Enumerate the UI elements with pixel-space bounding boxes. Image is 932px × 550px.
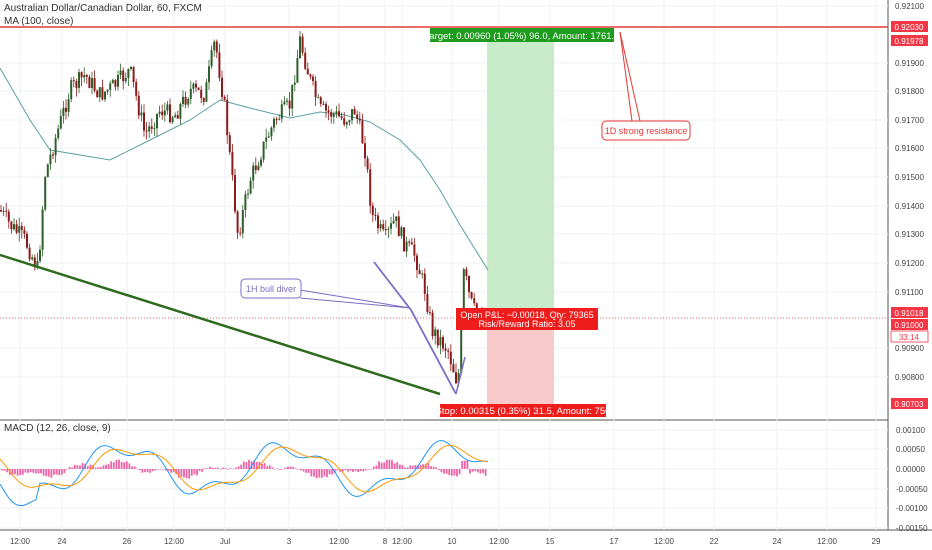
time-axis-label: 12:00	[329, 537, 350, 546]
price-axis-label: 0.91800	[895, 87, 924, 96]
price-axis-label: 0.90800	[895, 373, 924, 382]
chart-grid	[0, 0, 932, 531]
price-tags: 0.92030 0.91978 0.91018 0.91000 33:14 0.90703	[890, 21, 929, 409]
price-axis-label: 0.91400	[895, 202, 924, 211]
macd-axis-label: 0.00050	[896, 445, 925, 454]
time-axis-label: 22	[710, 537, 719, 546]
support-trendline[interactable]	[0, 253, 441, 396]
ma-legend[interactable]: MA (100, close)	[4, 16, 74, 27]
macd-pane	[0, 440, 489, 507]
resistance-callout-box[interactable]	[601, 120, 691, 141]
price-tag	[891, 398, 928, 409]
divergence-line-secondary[interactable]	[455, 356, 466, 395]
price-axis-label: 0.91600	[895, 144, 924, 153]
candlestick-series	[0, 31, 486, 387]
price-tag	[891, 21, 928, 32]
time-axis-label: 12:00	[817, 537, 838, 546]
time-axis-label: 26	[123, 537, 132, 546]
divergence-callout-pointer	[299, 289, 411, 309]
time-axis-label: 12:00	[489, 537, 510, 546]
time-axis-label: 29	[872, 537, 881, 546]
price-tag-label: 0.90703	[895, 400, 924, 409]
stop-label[interactable]: Stop: 0.00315 (0.35%) 31.5, Amount: 750	[436, 406, 611, 417]
price-axis-label: 0.91300	[895, 230, 924, 239]
divergence-line[interactable]	[373, 261, 457, 395]
stop-label-bg	[440, 404, 606, 417]
moving-average-line	[0, 67, 489, 271]
open-pl-label-bg	[456, 308, 598, 330]
macd-axis-label: 0.00100	[896, 426, 925, 435]
macd-axis[interactable]: 0.00100 0.00050 0.00000 -0.00050 -0.00100 -0.…	[896, 426, 928, 533]
price-tag-label: 0.91978	[895, 37, 924, 46]
target-label[interactable]: Target: 0.00960 (1.05%) 96.0, Amount: 17…	[425, 31, 620, 42]
symbol-title[interactable]: Australian Dollar/Canadian Dollar, 60, F…	[4, 3, 202, 14]
price-tag	[891, 319, 928, 330]
time-axis-label: 24	[773, 537, 782, 546]
stop-zone[interactable]	[487, 316, 554, 404]
macd-axis-label: 0.00000	[896, 465, 925, 474]
time-axis[interactable]: 12:00 24 26 12:00 Jul 3 12:00 8 12:00 10 12:00 15 17…	[10, 537, 881, 546]
price-tag	[891, 35, 928, 46]
price-tag-label: 33:14	[899, 333, 920, 342]
time-axis-label: 17	[610, 537, 619, 546]
macd-legend[interactable]: MACD (12, 26, close, 9)	[4, 423, 111, 434]
price-axis[interactable]: 0.92100 0.91900 0.91800 0.91700 0.91600 0.915…	[895, 2, 924, 382]
time-axis-label: 3	[287, 537, 292, 546]
time-axis-label: 12:00	[392, 537, 413, 546]
divergence-callout-box[interactable]	[240, 278, 302, 299]
macd-axis-label: -0.00150	[896, 524, 928, 533]
price-axis-label: 0.91900	[895, 59, 924, 68]
price-axis-label: 0.91700	[895, 116, 924, 125]
time-axis-label: 24	[58, 537, 67, 546]
price-tag	[891, 307, 928, 318]
target-zone[interactable]	[487, 32, 554, 316]
resistance-callout-pointer-2	[619, 31, 633, 122]
price-axis-label: 0.91100	[895, 288, 924, 297]
price-tag-label: 0.91000	[895, 321, 924, 330]
price-axis-label: 0.91200	[895, 259, 924, 268]
price-tag	[890, 330, 929, 343]
time-axis-label: 15	[546, 537, 555, 546]
time-axis-label: 10	[448, 537, 457, 546]
time-axis-label: 12:00	[10, 537, 31, 546]
risk-reward-label: Risk/Reward Ratio: 3.05	[478, 319, 575, 329]
price-axis-label: 0.92100	[895, 2, 924, 11]
time-axis-label: 12:00	[654, 537, 675, 546]
time-axis-label: 12:00	[164, 537, 185, 546]
resistance-callout-text: 1D strong resistance	[605, 126, 688, 136]
macd-axis-label: -0.00100	[896, 504, 928, 513]
price-tag-label: 0.92030	[895, 23, 924, 32]
open-pl-label[interactable]: Open P&L: −0.00018, Qty: 79365	[460, 310, 593, 320]
divergence-callout-text: 1H bull diver	[246, 284, 296, 294]
price-axis-label: 0.91500	[895, 173, 924, 182]
macd-axis-label: -0.00050	[896, 485, 928, 494]
price-tag-label: 0.91018	[895, 309, 924, 318]
time-axis-label: Jul	[220, 537, 230, 546]
time-axis-label: 8	[383, 537, 388, 546]
price-axis-label: 0.90900	[895, 344, 924, 353]
target-label-bg	[430, 28, 614, 42]
